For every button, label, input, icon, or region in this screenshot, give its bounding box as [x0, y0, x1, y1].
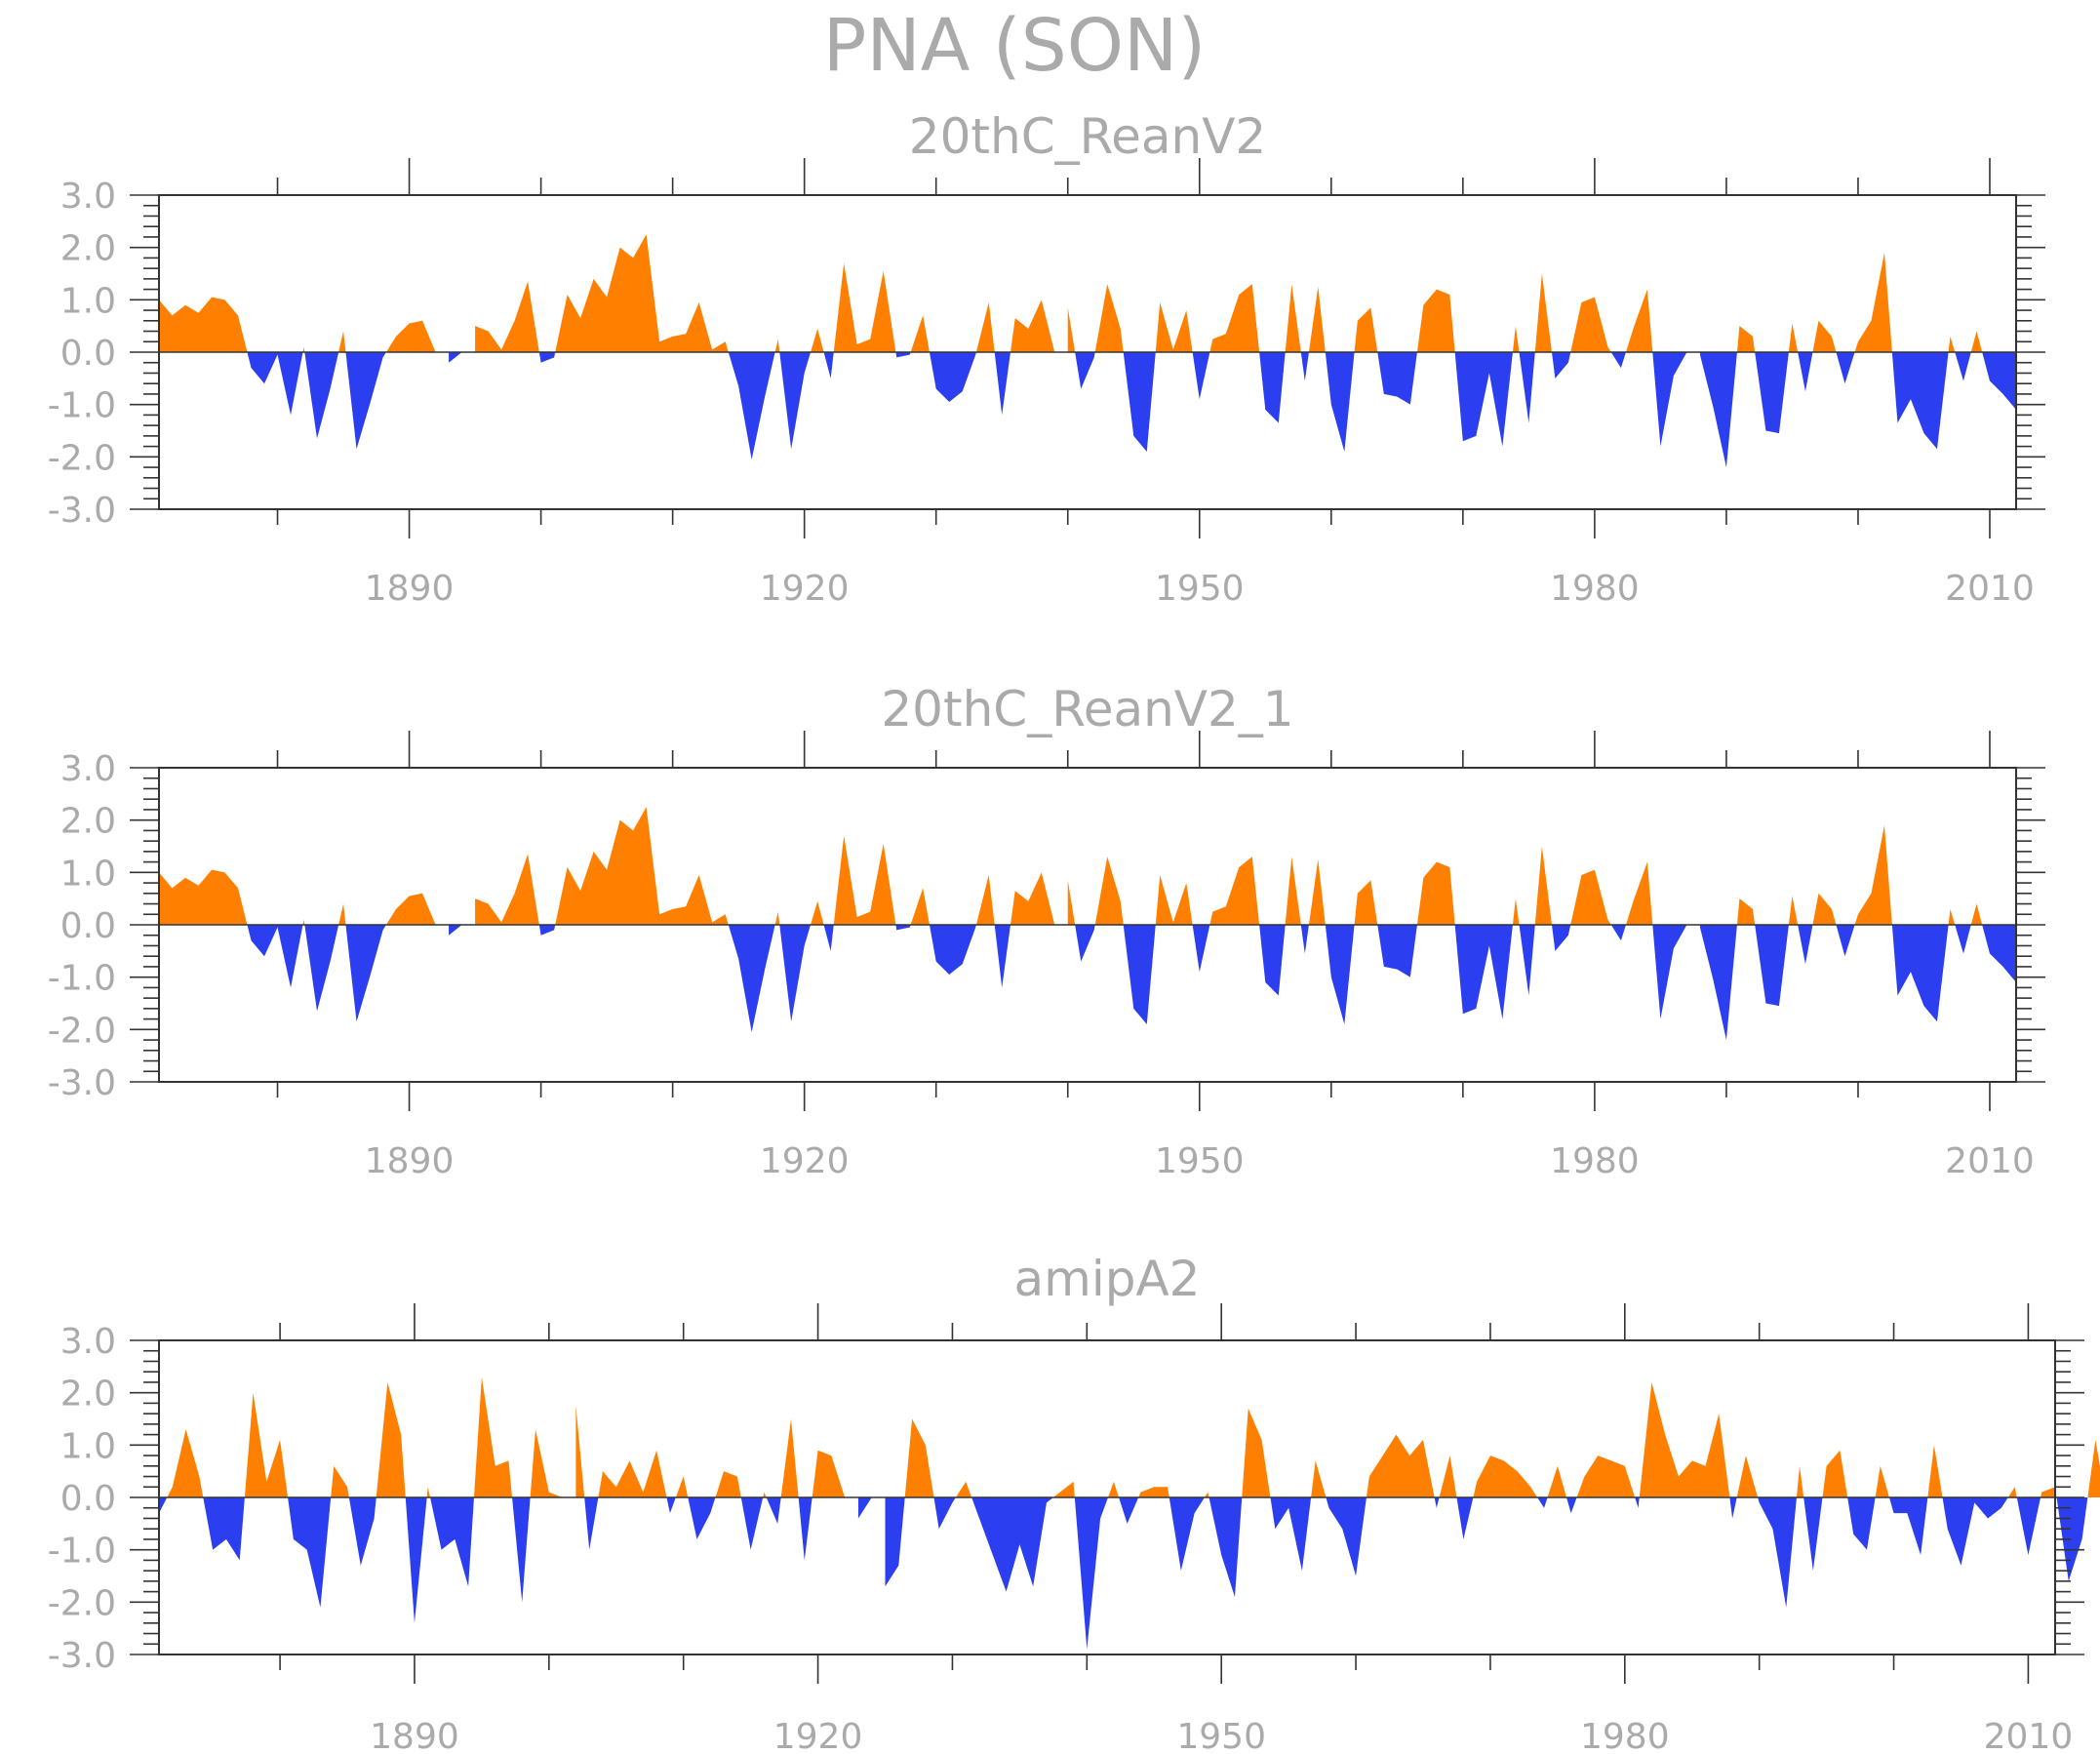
x-tick-label: 1890 [365, 1141, 455, 1181]
panel-title: 20thC_ReanV2_1 [881, 681, 1293, 737]
series-area-positive [167, 1376, 2100, 1497]
y-tick-label: 2.0 [60, 229, 116, 269]
y-tick-label: -1.0 [48, 386, 116, 426]
x-tick-label: 1980 [1550, 1141, 1640, 1181]
x-tick-label: 1950 [1176, 1717, 1266, 1754]
series-area-positive [159, 807, 1983, 925]
y-tick-label: 0.0 [60, 334, 116, 374]
x-tick-label: 2010 [1945, 569, 2035, 609]
y-tick-label: 0.0 [60, 906, 116, 946]
chart-panel: 20thC_ReanV2_1 3.0 2.0 1.0 0.0 -1.0 -2.0 -3.0 18… [48, 681, 2045, 1181]
y-tick-label: 1.0 [60, 281, 116, 321]
y-tick-label: 0.0 [60, 1479, 116, 1519]
y-tick-label: -3.0 [48, 1063, 116, 1103]
y-tick-label: -2.0 [48, 438, 116, 478]
x-tick-label: 2010 [1984, 1717, 2074, 1754]
panel-title: amipA2 [1014, 1251, 1201, 1307]
y-tick-label: -3.0 [48, 491, 116, 531]
chart-panel: amipA2 3.0 2.0 1.0 0.0 -1.0 -2.0 -3.0 1890 1920 19… [48, 1251, 2100, 1754]
series-area-negative [247, 352, 2017, 468]
y-tick-label: 2.0 [60, 1375, 116, 1415]
x-tick-label: 1950 [1155, 569, 1245, 609]
series-area-negative [247, 925, 2017, 1041]
y-tick-label: 1.0 [60, 854, 116, 894]
y-tick-label: 3.0 [60, 1322, 116, 1362]
x-tick-label: 1920 [760, 569, 850, 609]
series-area-negative [159, 1497, 2088, 1650]
y-tick-label: 3.0 [60, 749, 116, 789]
x-tick-label: 2010 [1945, 1141, 2035, 1181]
y-tick-label: 2.0 [60, 802, 116, 842]
panels: 20thC_ReanV2 3.0 2.0 1.0 0.0 -1.0 -2.0 -3.0 1890… [48, 108, 2100, 1754]
chart-panel: 20thC_ReanV2 3.0 2.0 1.0 0.0 -1.0 -2.0 -3.0 1890… [48, 108, 2045, 609]
panel-title: 20thC_ReanV2 [909, 108, 1266, 165]
x-tick-label: 1890 [370, 1717, 459, 1754]
y-tick-label: -2.0 [48, 1583, 116, 1623]
figure-title: PNA (SON) [823, 4, 1206, 88]
x-tick-label: 1950 [1155, 1141, 1245, 1181]
x-tick-label: 1890 [365, 569, 455, 609]
x-tick-label: 1980 [1580, 1717, 1670, 1754]
y-tick-label: -2.0 [48, 1011, 116, 1051]
x-tick-label: 1920 [773, 1717, 863, 1754]
y-tick-label: -3.0 [48, 1636, 116, 1676]
y-tick-label: 3.0 [60, 177, 116, 217]
y-tick-label: -1.0 [48, 959, 116, 999]
y-tick-label: -1.0 [48, 1532, 116, 1572]
series-area-positive [159, 234, 1983, 352]
x-tick-label: 1980 [1550, 569, 1640, 609]
y-tick-label: 1.0 [60, 1426, 116, 1466]
x-tick-label: 1920 [760, 1141, 850, 1181]
